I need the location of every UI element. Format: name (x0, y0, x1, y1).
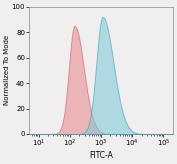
Y-axis label: Normalized To Mode: Normalized To Mode (4, 35, 10, 105)
X-axis label: FITC-A: FITC-A (89, 151, 113, 160)
